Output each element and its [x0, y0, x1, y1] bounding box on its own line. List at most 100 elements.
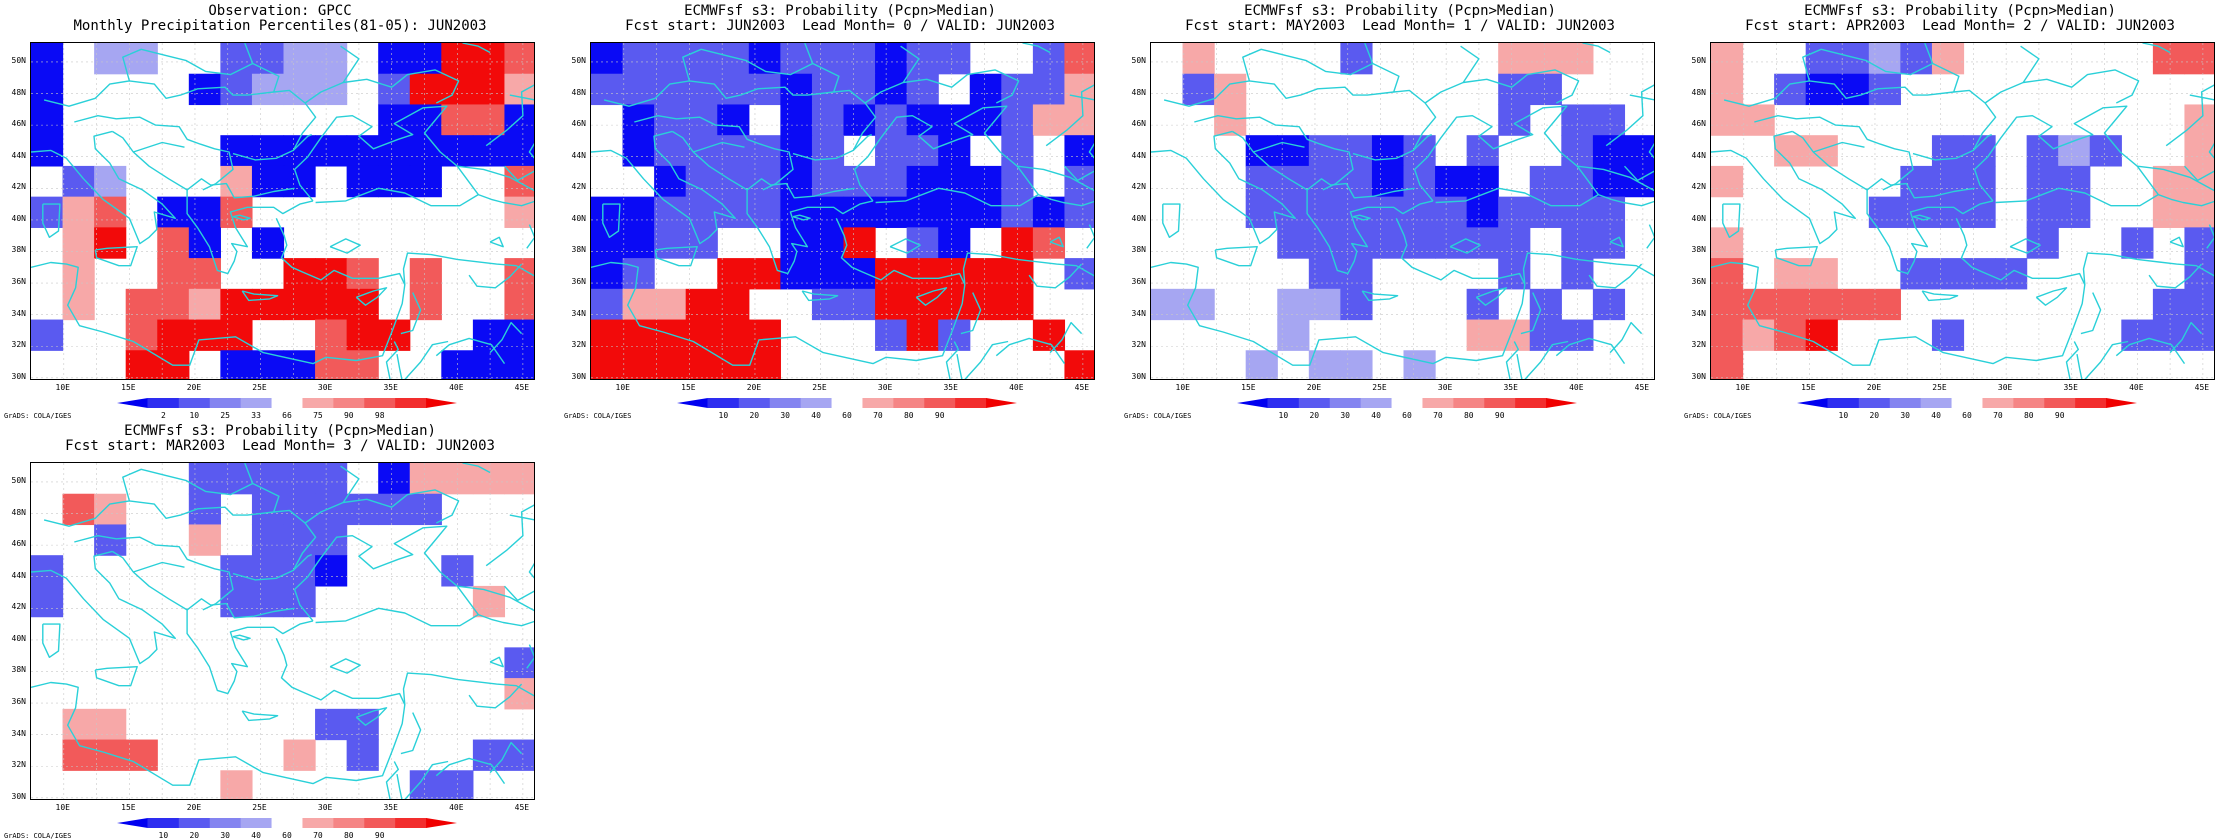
grid-cell	[251, 288, 285, 321]
coastline	[2076, 353, 2083, 379]
grid-cell	[62, 258, 95, 290]
grid-cell	[1032, 104, 1066, 136]
coastline	[526, 644, 534, 669]
panel-title-line2: Monthly Precipitation Percentiles(81-05)…	[73, 18, 487, 34]
grads-credit: GrADS: COLA/IGES	[4, 832, 72, 840]
grid-cell	[251, 555, 285, 587]
colorbar-label: 60	[1962, 411, 1972, 420]
grid-cell	[1963, 135, 1996, 167]
grid-cell	[1277, 227, 1310, 259]
colorbar-label: 90	[2054, 411, 2065, 420]
coastline	[385, 761, 399, 799]
colorbar-swatch	[364, 398, 396, 408]
grid-cell	[1308, 227, 1341, 259]
grid-cell	[748, 73, 781, 106]
colorbar-swatch	[831, 398, 863, 408]
coastline	[503, 585, 534, 602]
precip-grid-svg	[31, 463, 534, 799]
colorbar-label: 90	[934, 411, 945, 420]
grid-cell	[780, 43, 813, 75]
lat-tick-label: 46N	[1691, 119, 1706, 129]
grid-cell	[504, 647, 534, 679]
precip-grid-svg	[591, 43, 1094, 379]
grid-cell	[1498, 196, 1531, 228]
grid-cell	[685, 196, 718, 228]
coastline	[244, 43, 280, 93]
coastline	[244, 463, 280, 513]
lon-tick-label: 45E	[514, 803, 530, 812]
grid-cell	[717, 258, 750, 290]
coastline	[489, 741, 523, 774]
coastline	[1754, 115, 1914, 191]
colorbar-swatch	[1298, 398, 1331, 408]
colorbar-swatch	[2106, 398, 2137, 408]
colorbar-swatch	[395, 818, 427, 828]
grid-cell	[654, 227, 687, 259]
coastline	[2115, 337, 2186, 364]
coastline	[1623, 165, 1654, 182]
lat-tick-label: 44N	[11, 150, 26, 160]
coastline	[792, 214, 811, 221]
colorbar-swatch	[1827, 398, 1860, 408]
grid-cell	[315, 135, 348, 167]
coastline	[1162, 203, 1181, 238]
lat-tick-label: 40N	[1691, 213, 1706, 223]
lon-tick-label: 45E	[1634, 383, 1650, 392]
grid-cell	[251, 463, 285, 495]
colorbar-swatch	[2044, 398, 2076, 408]
coastline	[591, 218, 966, 366]
colorbar-svg	[117, 818, 457, 828]
map-area	[30, 462, 535, 800]
lon-tick-label: 25E	[252, 803, 267, 812]
coastline	[402, 672, 534, 705]
grid-cell	[1561, 135, 1594, 167]
coastline	[42, 623, 61, 658]
coastline	[1912, 214, 1931, 221]
coastline	[31, 218, 406, 366]
coastline	[864, 69, 1020, 104]
grid-cell	[906, 258, 939, 290]
coastline	[1063, 165, 1094, 182]
lat-tick-label: 42N	[1131, 182, 1146, 192]
grid-cell	[1435, 227, 1468, 259]
grid-cell	[969, 258, 1002, 290]
grid-cell	[94, 493, 127, 526]
grid-cell	[2184, 196, 2214, 228]
grid-cell	[346, 350, 379, 379]
grid-cell	[1529, 196, 1562, 228]
coastline	[1924, 43, 1960, 93]
colorbar-swatch	[364, 818, 396, 828]
coastline	[528, 562, 534, 579]
grid-cell	[1561, 196, 1594, 228]
grid-cell	[1064, 135, 1094, 167]
grid-cell	[685, 319, 718, 351]
coastline	[1449, 238, 1481, 254]
map-area	[1710, 42, 2215, 380]
colorbar-swatch	[426, 398, 457, 408]
grid-cell	[94, 739, 127, 771]
grid-cell	[2184, 319, 2214, 351]
lat-tick-label: 30N	[571, 371, 586, 381]
grid-cell	[472, 73, 506, 106]
lat-tick-label: 30N	[1131, 371, 1146, 381]
grid-cell	[685, 288, 718, 321]
grid-cell	[315, 493, 348, 526]
grid-cell	[1403, 350, 1436, 379]
colorbar-label: 10	[1278, 411, 1289, 420]
grid-cell	[654, 288, 687, 321]
coastline	[489, 321, 523, 354]
colorbar-swatch	[924, 398, 956, 408]
precip-grid-svg	[1711, 43, 2214, 379]
lon-tick-label: 40E	[1009, 383, 1024, 392]
colorbar-swatch	[955, 398, 987, 408]
coastline	[2169, 321, 2203, 354]
coastline	[111, 550, 314, 695]
lon-tick-label: 45E	[2194, 383, 2210, 392]
grid-cell	[591, 43, 624, 75]
grads-credit: GrADS: COLA/IGES	[1124, 412, 1192, 420]
lat-tick-label: 36N	[11, 697, 26, 707]
coastline	[1555, 337, 1626, 364]
grid-cell	[1837, 43, 1870, 75]
coastline	[1364, 43, 1400, 93]
panel-observation-gpcc: Observation: GPCC Monthly Precipitation P…	[0, 0, 560, 420]
